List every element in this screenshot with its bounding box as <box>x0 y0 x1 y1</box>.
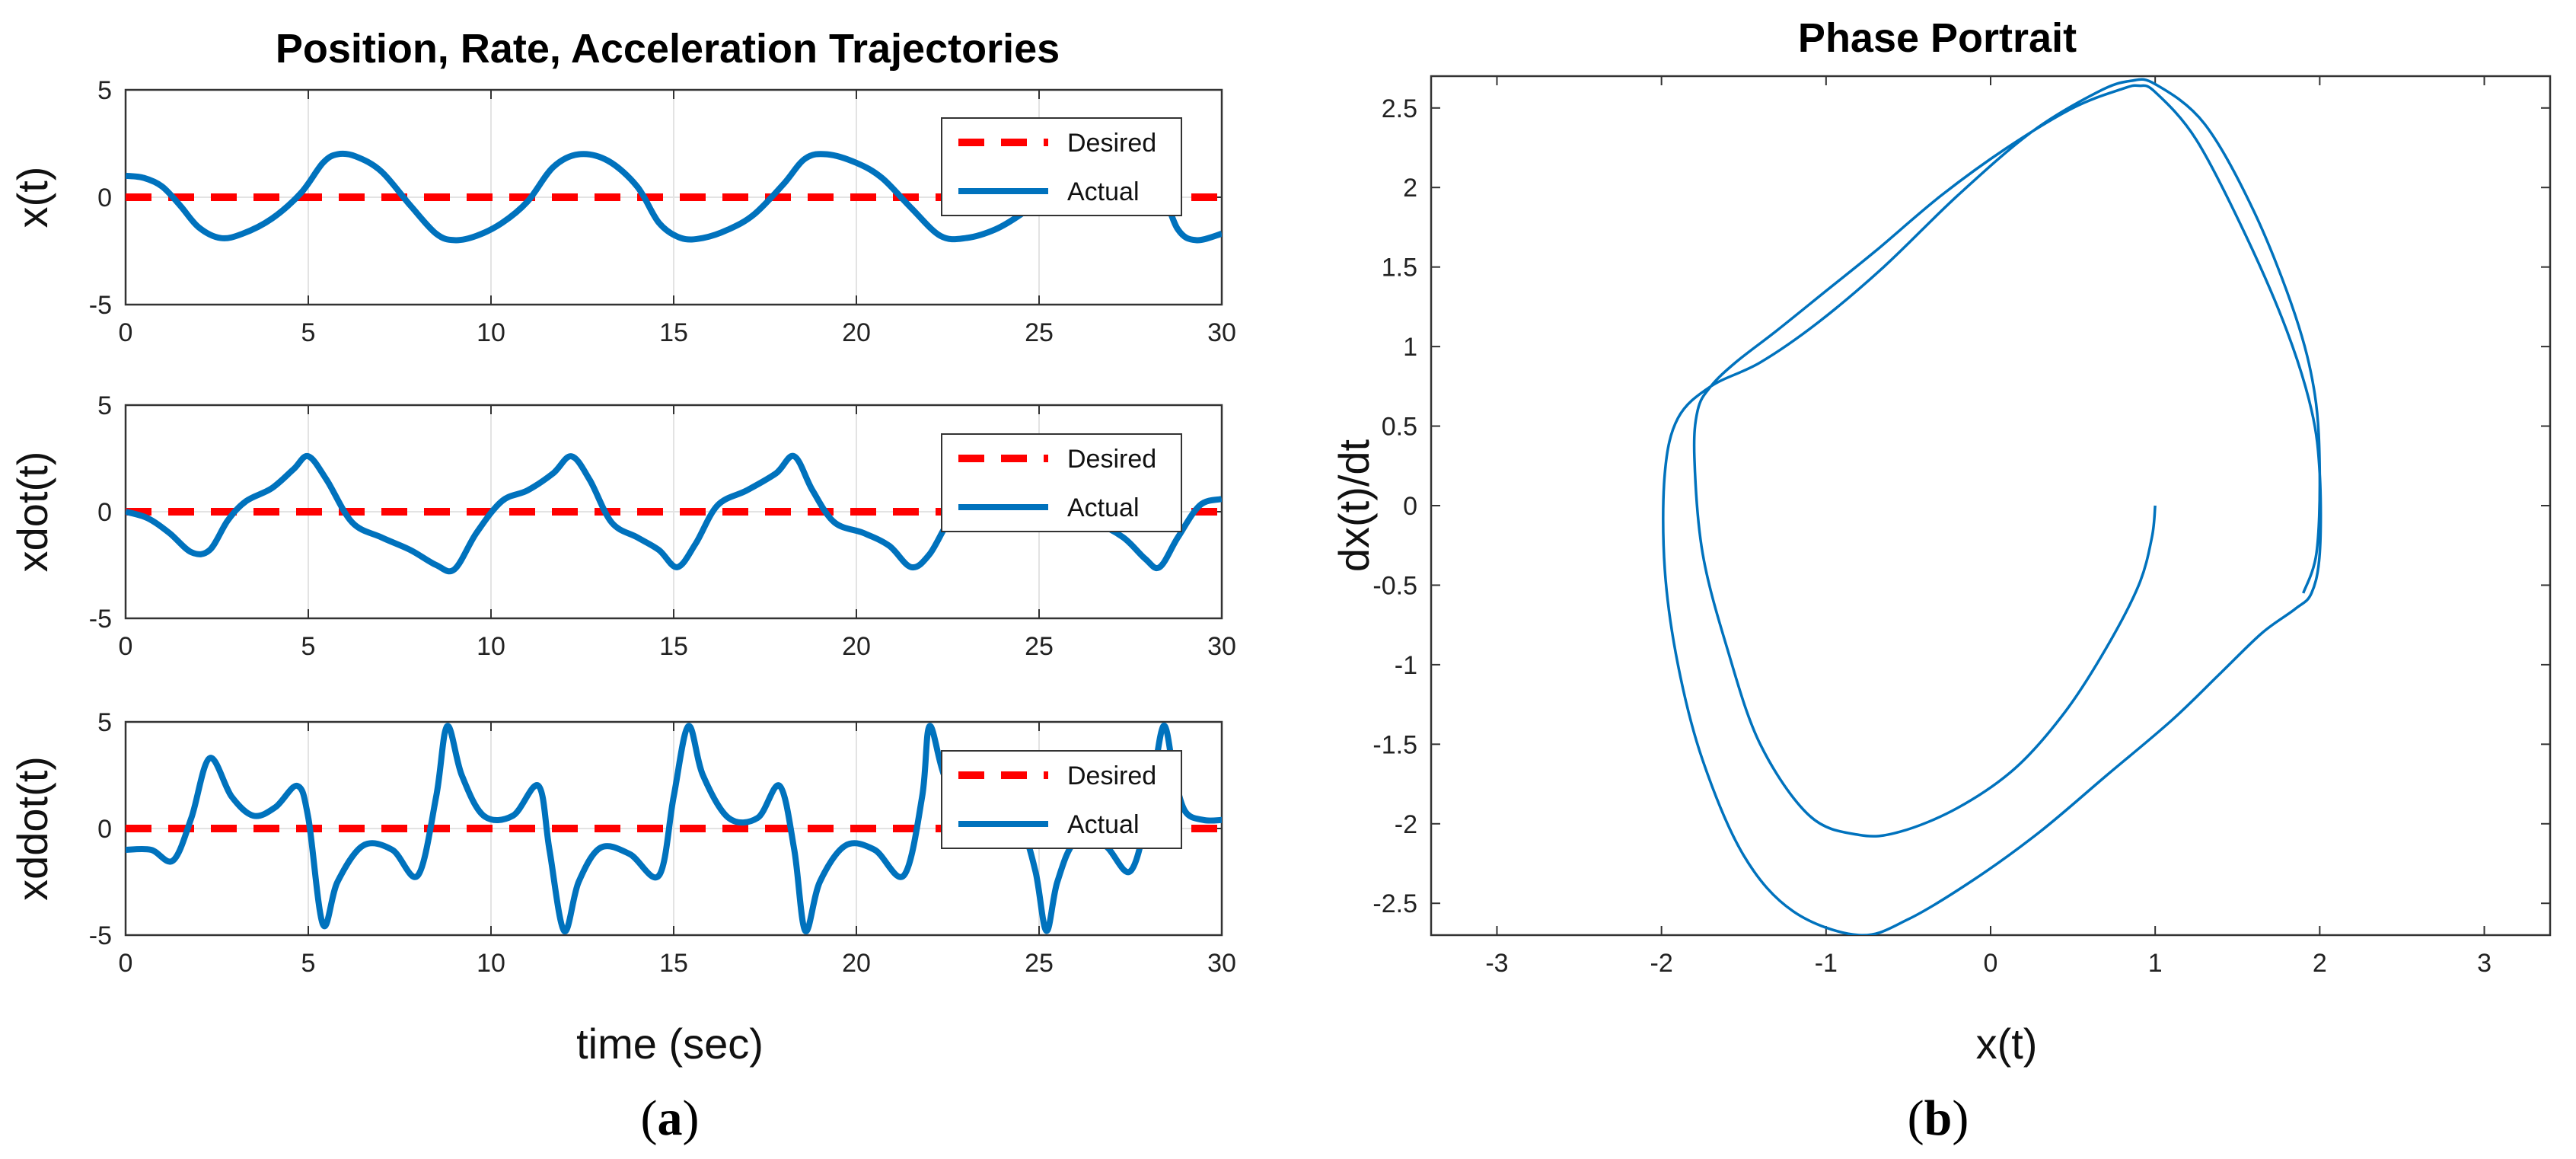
x-tick-label: 10 <box>477 949 505 978</box>
y-tick-label: 0 <box>97 184 112 212</box>
y-tick-label: -5 <box>89 291 112 320</box>
y-tick-label: 1.5 <box>1382 254 1417 283</box>
x-tick-label: 20 <box>842 949 871 978</box>
y-tick-label: 5 <box>97 708 112 737</box>
x-tick-label: 30 <box>1207 949 1236 978</box>
phase-x-axis-label: x(t) <box>1976 1020 2038 1068</box>
xddot-axis-label: xddot(t) <box>8 756 56 901</box>
panel-label-a: (a) <box>641 1090 700 1146</box>
legend: Desired Actual <box>941 433 1182 532</box>
x-tick-label: 0 <box>119 949 133 978</box>
x-tick-label: 20 <box>842 318 871 347</box>
legend-box <box>941 750 1182 849</box>
x-tick-label: 1 <box>2148 949 2163 978</box>
y-tick-label: -2 <box>1395 810 1417 839</box>
x-tick-label: 25 <box>1025 949 1054 978</box>
panel-label-b: (b) <box>1908 1090 1969 1146</box>
y-tick-label: 2.5 <box>1382 94 1417 123</box>
plot-area <box>1430 75 2552 937</box>
x-tick-label: 3 <box>2477 949 2492 978</box>
x-tick-label: 5 <box>301 949 316 978</box>
x-tick-label: 10 <box>477 632 505 661</box>
y-tick-label: 2 <box>1403 174 1417 203</box>
x-tick-label: -3 <box>1485 949 1508 978</box>
x-tick-label: 2 <box>2313 949 2327 978</box>
y-tick-label: 5 <box>97 391 112 420</box>
legend: Desired Actual <box>941 750 1182 849</box>
legend: Desired Actual <box>941 117 1182 216</box>
y-tick-label: -0.5 <box>1372 571 1417 600</box>
y-tick-label: -5 <box>89 921 112 950</box>
y-tick-label: 1 <box>1403 333 1417 362</box>
y-tick-label: -5 <box>89 605 112 634</box>
legend-box <box>941 433 1182 532</box>
legend-label-desired: Desired <box>1067 761 1156 790</box>
dxdt-axis-label: dx(t)/dt <box>1330 439 1378 572</box>
x-tick-label: 10 <box>477 318 505 347</box>
panel-letter-b: b <box>1924 1090 1953 1146</box>
y-tick-label: 0 <box>97 498 112 527</box>
time-axis-label: time (sec) <box>576 1020 764 1068</box>
legend-box <box>941 117 1182 216</box>
x-tick-label: 0 <box>119 632 133 661</box>
y-tick-label: -1.5 <box>1372 730 1417 759</box>
x-tick-label: 5 <box>301 632 316 661</box>
y-tick-label: 0 <box>1403 492 1417 521</box>
x-tick-label: -2 <box>1650 949 1673 978</box>
phase-trajectory-line <box>1662 78 2323 935</box>
x-tick-label: 15 <box>659 949 688 978</box>
x-tick-label: 20 <box>842 632 871 661</box>
x-tick-label: 0 <box>119 318 133 347</box>
y-tick-label: 5 <box>97 76 112 105</box>
legend-label-desired: Desired <box>1067 445 1156 474</box>
legend-label-actual: Actual <box>1067 493 1140 522</box>
x-tick-label: 25 <box>1025 318 1054 347</box>
legend-label-actual: Actual <box>1067 177 1140 206</box>
y-tick-label: -1 <box>1395 651 1417 680</box>
left-figure-title: Position, Rate, Acceleration Trajectorie… <box>276 26 1060 72</box>
legend-label-desired: Desired <box>1067 129 1156 158</box>
x-tick-label: -1 <box>1815 949 1838 978</box>
x-tick-label: 30 <box>1207 632 1236 661</box>
x-tick-label: 25 <box>1025 632 1054 661</box>
x-tick-label: 0 <box>1984 949 1998 978</box>
phase-portrait-plot: -3 -2 -1 0 1 2 3 -2.5 -2 -1.5 -1 -0.5 0 0.5 1 1.5 2 2.5 dx… <box>1330 75 2552 978</box>
x-tick-label: 15 <box>659 632 688 661</box>
legend-label-actual: Actual <box>1067 810 1140 839</box>
x-tick-label: 15 <box>659 318 688 347</box>
y-tick-label: 0 <box>97 815 112 844</box>
x-t-axis-label: x(t) <box>8 167 56 228</box>
y-tick-label: 0.5 <box>1382 413 1417 442</box>
y-tick-label: -2.5 <box>1372 889 1417 918</box>
actual-series-line <box>126 723 1222 934</box>
x-tick-label: 30 <box>1207 318 1236 347</box>
phase-portrait-title: Phase Portrait <box>1798 15 2077 61</box>
panel-letter-a: a <box>658 1090 683 1146</box>
xdot-axis-label: xdot(t) <box>8 452 56 573</box>
x-tick-label: 5 <box>301 318 316 347</box>
